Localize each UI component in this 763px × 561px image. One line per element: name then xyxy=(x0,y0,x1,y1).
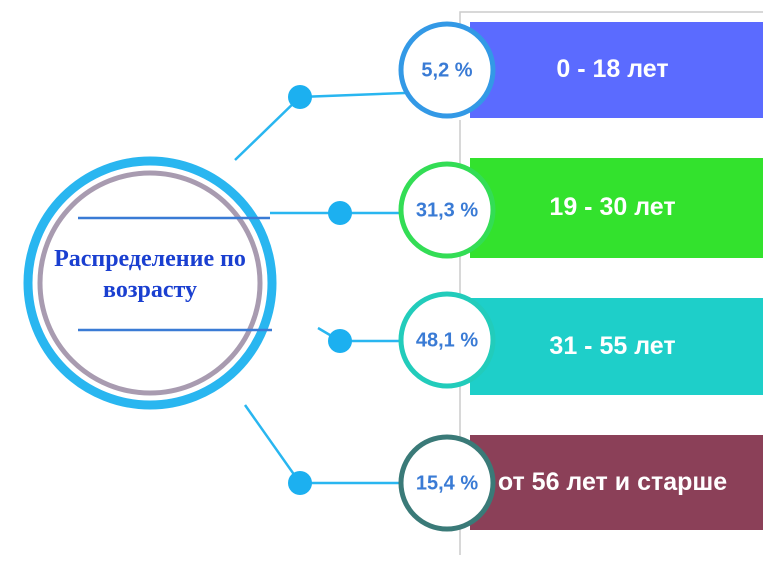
label-box: от 56 лет и старше xyxy=(497,467,728,496)
percent: 31,3 % xyxy=(416,199,478,221)
percent-ring xyxy=(398,291,496,389)
label-bar xyxy=(470,158,763,258)
label-box: 31 - 55 лет xyxy=(549,331,676,360)
frame-line xyxy=(459,11,763,24)
dots xyxy=(288,85,352,495)
label-bar xyxy=(470,22,763,118)
dot xyxy=(328,201,352,225)
percent: 48,1 % xyxy=(416,329,478,351)
percent-ring xyxy=(398,161,496,259)
connector xyxy=(234,91,406,161)
dot xyxy=(328,329,352,353)
percent: 5,2 % xyxy=(421,59,472,81)
percent-ring xyxy=(398,21,496,119)
age-label: 19 - 30 лет xyxy=(549,193,676,222)
age-label: от 56 лет и старше xyxy=(497,467,728,496)
rows: 0 - 18 лет 5,2 % 19 - 30 лет 31,3 % 31 - 55 … xyxy=(398,21,763,532)
label-bar xyxy=(470,435,763,530)
connector xyxy=(243,404,405,485)
title-box: Распределение по возрасту xyxy=(54,245,246,303)
age-label: 31 - 55 лет xyxy=(549,331,676,360)
age-label: 0 - 18 лет xyxy=(556,55,669,84)
center-inner-ring xyxy=(37,170,263,396)
percent-ring xyxy=(398,434,496,532)
label-box: 0 - 18 лет xyxy=(556,55,669,84)
percent: 15,4 % xyxy=(416,472,478,494)
title: Распределение по возрасту xyxy=(54,245,246,303)
dot xyxy=(288,471,312,495)
label-box: 19 - 30 лет xyxy=(549,193,676,222)
dot xyxy=(288,85,312,109)
label-bar xyxy=(470,298,763,395)
